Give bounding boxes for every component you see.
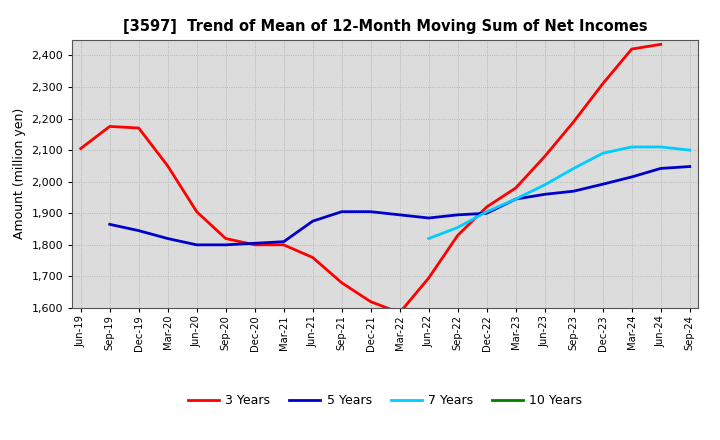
5 Years bbox=[395, 212, 404, 217]
Line: 7 Years: 7 Years bbox=[428, 147, 690, 238]
3 Years bbox=[279, 242, 288, 247]
5 Years bbox=[685, 164, 694, 169]
3 Years bbox=[76, 146, 85, 151]
5 Years bbox=[135, 228, 143, 233]
7 Years bbox=[424, 236, 433, 241]
3 Years bbox=[541, 154, 549, 159]
5 Years bbox=[163, 236, 172, 241]
3 Years bbox=[366, 299, 375, 304]
3 Years bbox=[338, 280, 346, 286]
7 Years bbox=[570, 166, 578, 171]
5 Years bbox=[105, 222, 114, 227]
3 Years bbox=[454, 233, 462, 238]
7 Years bbox=[541, 182, 549, 187]
Legend: 3 Years, 5 Years, 7 Years, 10 Years: 3 Years, 5 Years, 7 Years, 10 Years bbox=[183, 389, 588, 412]
5 Years bbox=[424, 215, 433, 220]
7 Years bbox=[454, 225, 462, 230]
3 Years bbox=[192, 209, 201, 214]
7 Years bbox=[482, 209, 491, 214]
5 Years bbox=[482, 211, 491, 216]
3 Years bbox=[570, 119, 578, 125]
7 Years bbox=[511, 196, 520, 202]
5 Years bbox=[541, 192, 549, 197]
Y-axis label: Amount (million yen): Amount (million yen) bbox=[13, 108, 26, 239]
5 Years bbox=[279, 239, 288, 244]
5 Years bbox=[308, 219, 317, 224]
3 Years bbox=[105, 124, 114, 129]
7 Years bbox=[685, 147, 694, 153]
3 Years bbox=[308, 255, 317, 260]
5 Years bbox=[627, 174, 636, 180]
3 Years bbox=[221, 236, 230, 241]
7 Years bbox=[627, 144, 636, 150]
3 Years bbox=[251, 242, 259, 247]
7 Years bbox=[598, 150, 607, 156]
5 Years bbox=[511, 196, 520, 202]
3 Years bbox=[424, 275, 433, 281]
3 Years bbox=[482, 204, 491, 209]
3 Years bbox=[163, 163, 172, 169]
5 Years bbox=[221, 242, 230, 247]
5 Years bbox=[598, 182, 607, 187]
5 Years bbox=[366, 209, 375, 214]
5 Years bbox=[338, 209, 346, 214]
3 Years bbox=[511, 185, 520, 191]
3 Years bbox=[598, 81, 607, 86]
5 Years bbox=[192, 242, 201, 247]
Line: 5 Years: 5 Years bbox=[109, 166, 690, 245]
3 Years bbox=[627, 47, 636, 52]
5 Years bbox=[570, 188, 578, 194]
7 Years bbox=[657, 144, 665, 150]
Title: [3597]  Trend of Mean of 12-Month Moving Sum of Net Incomes: [3597] Trend of Mean of 12-Month Moving … bbox=[123, 19, 647, 34]
3 Years bbox=[135, 125, 143, 131]
5 Years bbox=[251, 241, 259, 246]
Line: 3 Years: 3 Years bbox=[81, 44, 661, 313]
3 Years bbox=[395, 310, 404, 315]
3 Years bbox=[657, 42, 665, 47]
5 Years bbox=[454, 212, 462, 217]
5 Years bbox=[657, 166, 665, 171]
